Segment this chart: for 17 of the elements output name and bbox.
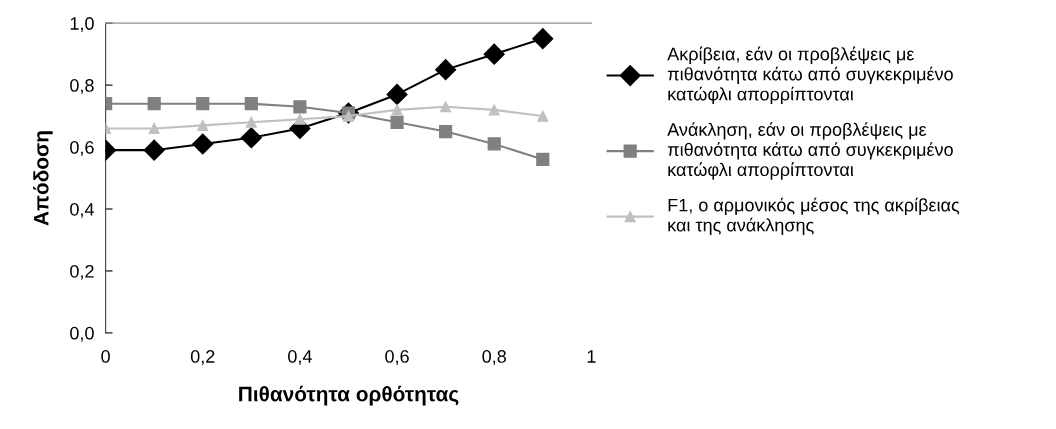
x-tick-label: 0,4 <box>288 350 312 365</box>
x-tick-label: 1 <box>587 350 596 363</box>
legend-label: Ανάκληση, εάν οι προβλέψεις με πιθανότητα κάτω από συγκεκριμένο κατώφλι απορρίπτονται <box>667 122 953 180</box>
y-tick-label: 0,0 <box>70 326 94 342</box>
x-tick-label: 0,6 <box>385 350 409 365</box>
legend-label: F1, ο αρμονικός μέσος της ακρίβειας και της ανάκλησης <box>668 197 960 236</box>
y-axis-title: Απόδοση <box>33 131 53 226</box>
y-tick-label: 0,8 <box>70 79 94 94</box>
x-tick-label: 0,2 <box>190 350 215 365</box>
legend-label: Ακρίβεια, εάν οι προβλέψεις με πιθανότητα κάτω από συγκεκριμένο κατώφλι απορρίπτονται <box>667 46 953 105</box>
y-tick-label: 0,2 <box>70 264 94 280</box>
y-tick-label: 0,6 <box>70 141 94 156</box>
x-axis-title: Πιθανότητα ορθότητας <box>239 385 459 406</box>
y-tick-label: 1,0 <box>70 17 94 33</box>
x-tick-label: 0 <box>101 350 110 363</box>
y-tick-label: 0,4 <box>70 202 94 218</box>
x-tick-label: 0,8 <box>482 350 506 365</box>
